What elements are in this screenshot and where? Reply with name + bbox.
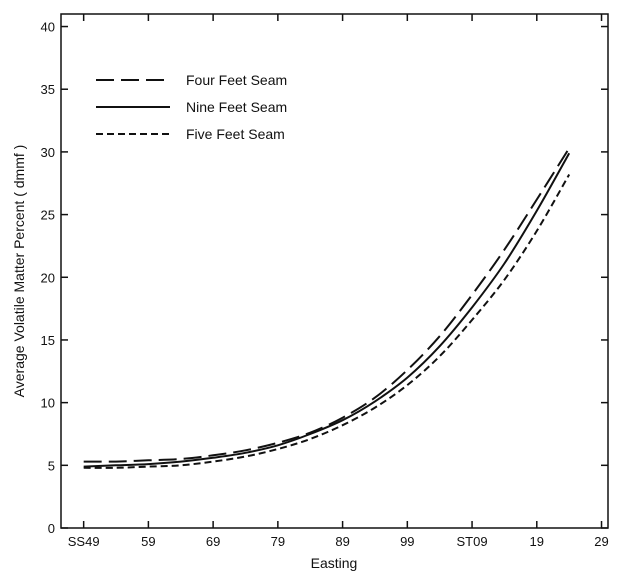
x-tick-label: 29 <box>594 534 608 549</box>
y-tick-label: 0 <box>48 521 55 536</box>
x-tick-label: 99 <box>400 534 414 549</box>
x-tick-label: 89 <box>335 534 349 549</box>
x-axis-label: Easting <box>311 555 358 571</box>
y-tick-label: 25 <box>41 208 55 223</box>
y-tick-label: 10 <box>41 396 55 411</box>
y-axis: 0 5 10 15 20 25 30 35 40 <box>41 20 608 536</box>
x-axis: SS49 59 69 79 89 99 ST09 19 29 <box>68 14 609 549</box>
x-tick-label: ST09 <box>457 534 488 549</box>
x-tick-label: 59 <box>141 534 155 549</box>
series-line-3 <box>83 174 571 469</box>
legend-label: Four Feet Seam <box>186 72 287 88</box>
y-tick-label: 20 <box>41 270 55 285</box>
y-axis-label: Average Volatile Matter Percent ( dmmf ) <box>11 145 27 398</box>
y-tick-label: 40 <box>41 20 55 35</box>
x-tick-label: 19 <box>530 534 544 549</box>
y-tick-label: 5 <box>48 458 55 473</box>
legend-label: Five Feet Seam <box>186 126 285 142</box>
legend: Four Feet Seam Nine Feet Seam Five Feet Se… <box>96 72 287 142</box>
series-line-1 <box>83 147 571 463</box>
series-line-2 <box>83 152 571 468</box>
legend-label: Nine Feet Seam <box>186 99 287 115</box>
y-tick-label: 15 <box>41 333 55 348</box>
plot-frame <box>60 13 609 529</box>
x-tick-label: SS49 <box>68 534 100 549</box>
x-tick-label: 69 <box>206 534 220 549</box>
x-tick-label: 79 <box>271 534 285 549</box>
series-lines <box>83 147 571 469</box>
y-tick-label: 30 <box>41 145 55 160</box>
y-tick-label: 35 <box>41 82 55 97</box>
